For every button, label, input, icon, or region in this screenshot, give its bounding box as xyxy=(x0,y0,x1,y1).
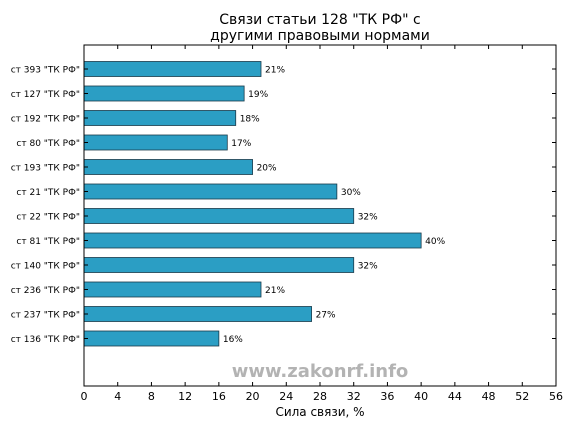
bar xyxy=(83,306,312,322)
bar-value-label: 17% xyxy=(231,139,251,149)
category-label: ст 236 "ТК РФ" xyxy=(11,286,80,296)
category-label: ст 81 "ТК РФ" xyxy=(16,237,80,247)
bar-value-label: 30% xyxy=(341,188,361,198)
bar-value-label: 40% xyxy=(425,237,445,247)
bar xyxy=(83,134,228,151)
x-tick-label: 20 xyxy=(246,390,260,403)
category-label: ст 136 "ТК РФ" xyxy=(11,335,80,345)
bar-value-label: 19% xyxy=(248,90,268,100)
bar xyxy=(83,208,355,224)
bar-value-label: 27% xyxy=(316,311,336,321)
bar xyxy=(83,281,262,298)
category-label: ст 21 "ТК РФ" xyxy=(16,188,80,198)
x-tick-label: 48 xyxy=(482,390,496,403)
bar-value-label: 18% xyxy=(240,115,260,125)
bar xyxy=(83,232,422,249)
x-tick-label: 32 xyxy=(347,390,361,403)
bar-value-label: 21% xyxy=(265,66,285,76)
category-label: ст 237 "ТК РФ" xyxy=(11,311,80,321)
category-label: ст 393 "ТК РФ" xyxy=(11,66,80,76)
category-label: ст 22 "ТК РФ" xyxy=(16,213,80,223)
x-tick-label: 40 xyxy=(414,390,428,403)
x-tick-label: 52 xyxy=(515,390,529,403)
category-label: ст 80 "ТК РФ" xyxy=(16,139,80,149)
x-tick-label: 8 xyxy=(148,390,155,403)
bar xyxy=(83,85,245,102)
bar-value-label: 32% xyxy=(358,213,378,223)
chart-title-line-2: другими правовыми нормами xyxy=(210,28,430,44)
chart-title-line-1: Связи статьи 128 "ТК РФ" с xyxy=(219,12,420,28)
bar xyxy=(83,61,262,77)
category-label: ст 193 "ТК РФ" xyxy=(11,164,80,174)
bar-value-label: 32% xyxy=(358,262,378,272)
category-label: ст 127 "ТК РФ" xyxy=(11,90,80,100)
x-tick-label: 24 xyxy=(279,390,293,403)
bar xyxy=(83,110,237,126)
bar xyxy=(83,159,253,175)
x-tick-label: 4 xyxy=(114,390,121,403)
bar xyxy=(83,183,338,200)
bar-value-label: 16% xyxy=(223,335,243,345)
bar xyxy=(83,330,220,347)
x-tick-label: 0 xyxy=(81,390,88,403)
x-axis-label: Сила связи, % xyxy=(275,405,364,419)
x-tick-label: 16 xyxy=(212,390,226,403)
bar-value-label: 21% xyxy=(265,286,285,296)
bar xyxy=(83,257,355,273)
plot-area: 21% ст 393 "ТК РФ" 19% ст 127 "ТК РФ" 18% ст … xyxy=(11,61,556,347)
x-axis-ticks: 0 4 8 12 16 20 24 28 32 36 40 44 48 52 56 xyxy=(81,45,563,403)
x-tick-label: 56 xyxy=(549,390,563,403)
x-tick-label: 28 xyxy=(313,390,327,403)
x-tick-label: 44 xyxy=(448,390,462,403)
category-label: ст 140 "ТК РФ" xyxy=(11,262,80,272)
category-label: ст 192 "ТК РФ" xyxy=(11,115,80,125)
x-tick-label: 36 xyxy=(380,390,394,403)
bar-value-label: 20% xyxy=(257,164,277,174)
x-tick-label: 12 xyxy=(178,390,192,403)
watermark: www.zakonrf.info xyxy=(232,361,409,382)
